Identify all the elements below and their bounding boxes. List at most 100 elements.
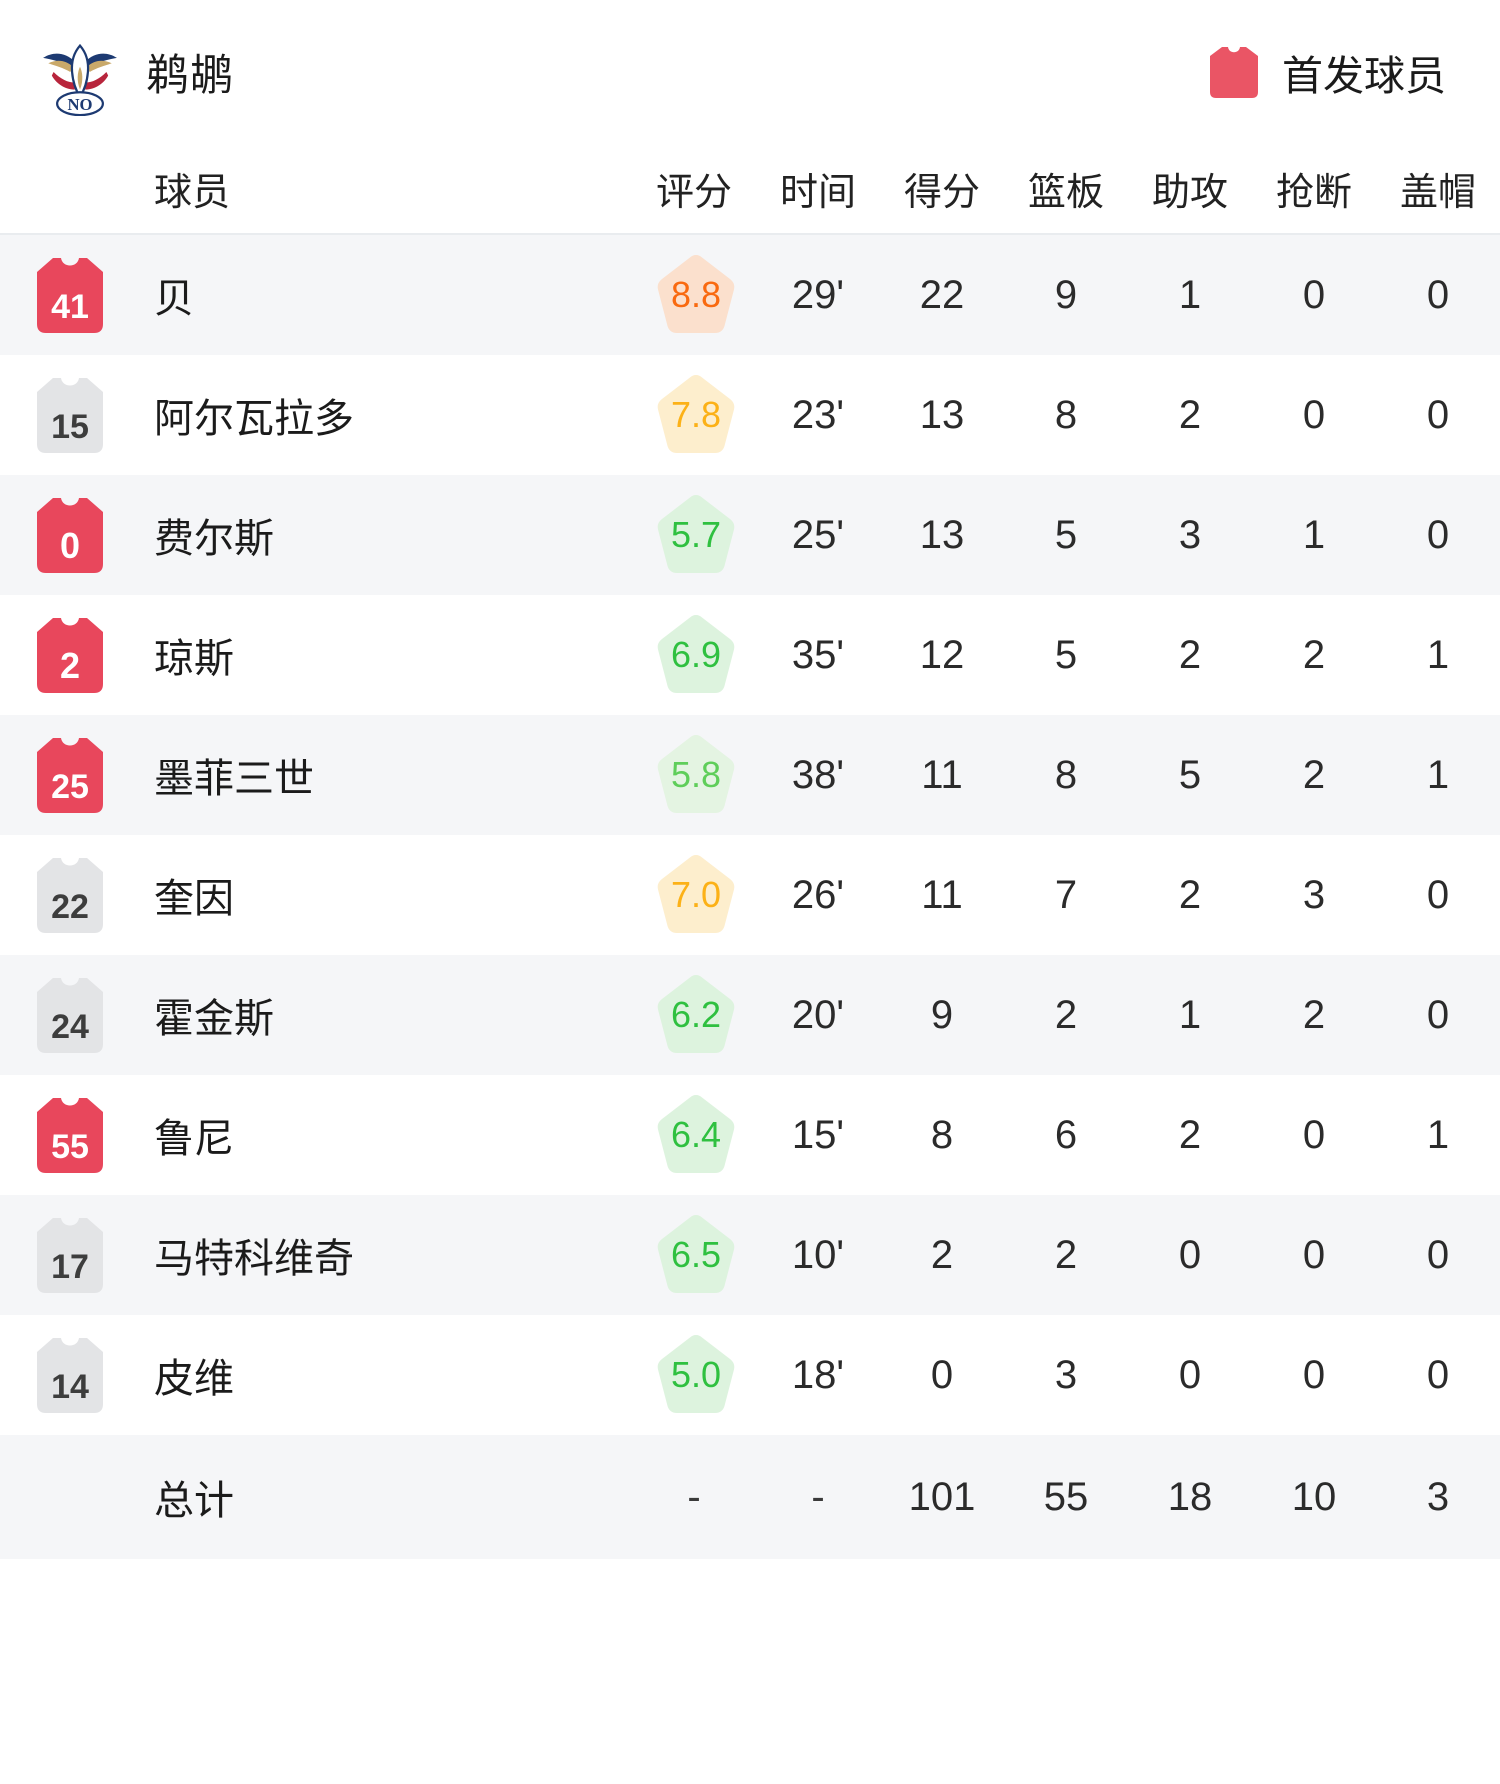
player-jersey: 17 xyxy=(0,1215,140,1295)
player-steals: 1 xyxy=(1302,512,1326,557)
player-assists: 3 xyxy=(1178,512,1202,557)
player-blocks: 0 xyxy=(1426,272,1450,317)
player-blocks: 0 xyxy=(1426,992,1450,1037)
rating-value: 6.5 xyxy=(670,1234,722,1275)
player-rebounds: 9 xyxy=(1054,272,1078,317)
table-row[interactable]: 15 阿尔瓦拉多 7.8 23' 13 8 2 0 0 xyxy=(0,355,1500,475)
team-identity[interactable]: NO 鹈鹕 xyxy=(36,28,234,116)
column-header-rating[interactable]: 评分 xyxy=(655,171,732,214)
jersey-icon: 2 xyxy=(34,615,106,695)
player-rating: 5.8 xyxy=(636,732,756,818)
player-time: 26' xyxy=(791,872,845,917)
player-name[interactable]: 费尔斯 xyxy=(154,517,274,561)
player-blocks: 0 xyxy=(1426,392,1450,437)
table-row[interactable]: 0 费尔斯 5.7 25' 13 5 3 1 0 xyxy=(0,475,1500,595)
table-row[interactable]: 24 霍金斯 6.2 20' 9 2 1 2 0 xyxy=(0,955,1500,1075)
column-header-player[interactable]: 球员 xyxy=(154,171,231,214)
player-name[interactable]: 皮维 xyxy=(154,1357,234,1401)
player-rating: 6.5 xyxy=(636,1212,756,1298)
jersey-number: 25 xyxy=(51,767,89,806)
table-body: 41 贝 8.8 29' 22 9 1 0 0 15 阿尔瓦拉多 7.8 23' 13 8 2 0 0 0 费尔斯 5.… xyxy=(0,235,1500,1435)
player-rating: 7.0 xyxy=(636,852,756,938)
player-rebounds: 2 xyxy=(1054,1232,1078,1277)
jersey-number: 15 xyxy=(51,407,89,446)
rating-badge: 5.7 xyxy=(654,492,738,578)
player-rating: 5.0 xyxy=(636,1332,756,1418)
player-jersey: 22 xyxy=(0,855,140,935)
column-header-blocks[interactable]: 盖帽 xyxy=(1399,171,1476,214)
player-time: 20' xyxy=(791,992,845,1037)
totals-assists: 18 xyxy=(1167,1474,1213,1519)
table-row[interactable]: 22 奎因 7.0 26' 11 7 2 3 0 xyxy=(0,835,1500,955)
player-name[interactable]: 奎因 xyxy=(154,877,234,921)
starters-legend-label: 首发球员 xyxy=(1282,52,1446,99)
player-points: 13 xyxy=(919,392,965,437)
jersey-number: 24 xyxy=(51,1007,89,1046)
player-name[interactable]: 霍金斯 xyxy=(154,997,274,1041)
rating-value: 6.2 xyxy=(670,994,722,1035)
player-points: 13 xyxy=(919,512,965,557)
table-row[interactable]: 25 墨菲三世 5.8 38' 11 8 5 2 1 xyxy=(0,715,1500,835)
jersey-icon: 17 xyxy=(34,1215,106,1295)
column-header-rebounds[interactable]: 篮板 xyxy=(1027,171,1104,214)
player-time: 35' xyxy=(791,632,845,677)
player-blocks: 1 xyxy=(1426,632,1450,677)
jersey-icon xyxy=(1208,44,1260,100)
player-points: 22 xyxy=(919,272,965,317)
column-header-time[interactable]: 时间 xyxy=(779,171,856,214)
jersey-icon: 55 xyxy=(34,1095,106,1175)
jersey-icon: 15 xyxy=(34,375,106,455)
jersey-number: 17 xyxy=(51,1247,89,1286)
table-row[interactable]: 17 马特科维奇 6.5 10' 2 2 0 0 0 xyxy=(0,1195,1500,1315)
player-points: 9 xyxy=(930,992,954,1037)
column-header-assists[interactable]: 助攻 xyxy=(1151,171,1228,214)
column-header-points[interactable]: 得分 xyxy=(903,171,980,214)
rating-value: 6.9 xyxy=(670,634,722,675)
jersey-icon: 24 xyxy=(34,975,106,1055)
player-name[interactable]: 琼斯 xyxy=(154,637,234,681)
table-row[interactable]: 2 琼斯 6.9 35' 12 5 2 2 1 xyxy=(0,595,1500,715)
rating-badge: 6.5 xyxy=(654,1212,738,1298)
player-assists: 1 xyxy=(1178,272,1202,317)
table-header-row: 球员 评分 时间 得分 篮板 助攻 抢断 盖帽 xyxy=(0,143,1500,235)
rating-value: 7.0 xyxy=(670,874,722,915)
player-name[interactable]: 马特科维奇 xyxy=(154,1237,354,1281)
player-name[interactable]: 鲁尼 xyxy=(154,1117,234,1161)
player-name[interactable]: 贝 xyxy=(154,277,194,321)
rating-badge: 7.8 xyxy=(654,372,738,458)
player-rating: 6.2 xyxy=(636,972,756,1058)
player-assists: 2 xyxy=(1178,632,1202,677)
pelicans-logo-icon: NO xyxy=(36,28,124,116)
player-time: 10' xyxy=(791,1232,845,1277)
svg-text:NO: NO xyxy=(67,94,92,113)
player-points: 11 xyxy=(921,752,963,797)
jersey-number: 2 xyxy=(59,644,81,686)
table-row[interactable]: 14 皮维 5.0 18' 0 3 0 0 0 xyxy=(0,1315,1500,1435)
player-blocks: 1 xyxy=(1426,752,1450,797)
rating-badge: 8.8 xyxy=(654,252,738,338)
player-rebounds: 8 xyxy=(1054,392,1078,437)
rating-value: 5.0 xyxy=(670,1354,722,1395)
player-steals: 2 xyxy=(1302,752,1326,797)
rating-badge: 6.2 xyxy=(654,972,738,1058)
player-steals: 0 xyxy=(1302,392,1326,437)
player-assists: 2 xyxy=(1178,392,1202,437)
player-rating: 6.9 xyxy=(636,612,756,698)
table-row[interactable]: 55 鲁尼 6.4 15' 8 6 2 0 1 xyxy=(0,1075,1500,1195)
player-name[interactable]: 阿尔瓦拉多 xyxy=(154,397,354,441)
player-blocks: 0 xyxy=(1426,1232,1450,1277)
player-blocks: 1 xyxy=(1426,1112,1450,1157)
player-jersey: 24 xyxy=(0,975,140,1055)
totals-points: 101 xyxy=(908,1474,976,1519)
player-time: 23' xyxy=(791,392,845,437)
column-header-steals[interactable]: 抢断 xyxy=(1275,171,1352,214)
player-rebounds: 2 xyxy=(1054,992,1078,1037)
player-rating: 6.4 xyxy=(636,1092,756,1178)
player-name[interactable]: 墨菲三世 xyxy=(154,757,314,801)
player-jersey: 0 xyxy=(0,495,140,575)
table-row[interactable]: 41 贝 8.8 29' 22 9 1 0 0 xyxy=(0,235,1500,355)
player-blocks: 0 xyxy=(1426,872,1450,917)
player-steals: 0 xyxy=(1302,272,1326,317)
player-assists: 0 xyxy=(1178,1232,1202,1277)
